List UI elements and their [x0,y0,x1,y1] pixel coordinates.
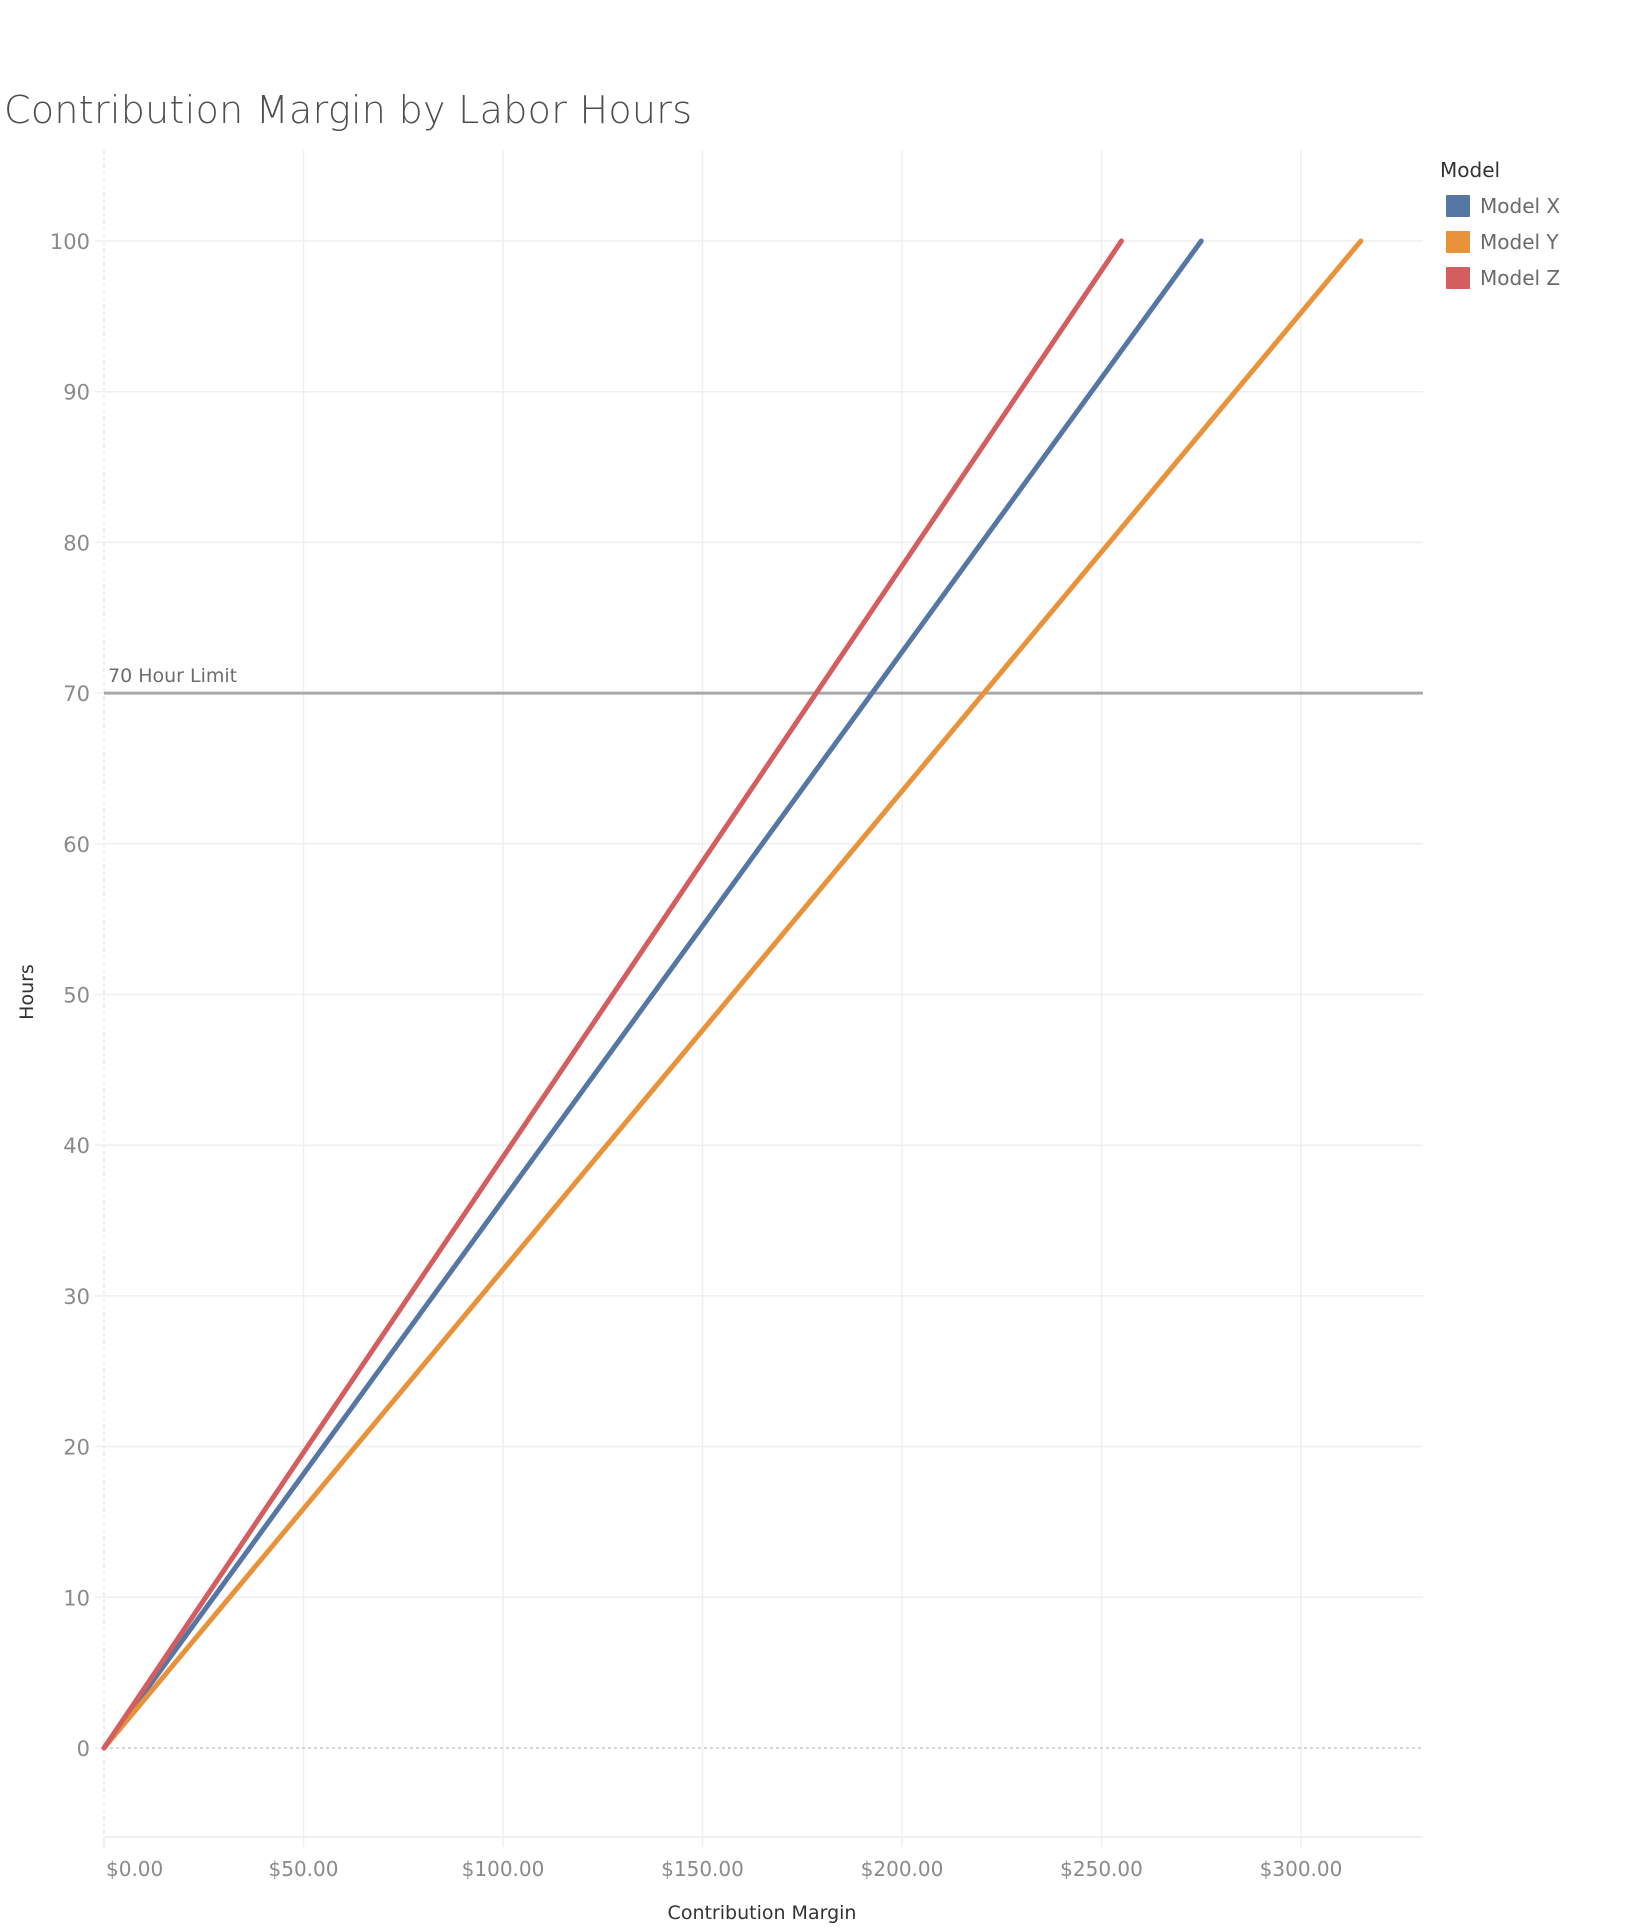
reference-line-70-hour-limit: 70 Hour Limit [104,665,1423,695]
y-tick-label: 70 [63,682,90,706]
x-tick-label: $300.00 [1260,1857,1343,1881]
y-axis-title: Hours [16,964,38,1020]
y-tick-label: 10 [63,1586,90,1610]
y-tick-label: 100 [50,230,90,254]
data-series [101,238,1364,1751]
legend-item-model-y[interactable]: Model Y [1440,224,1560,260]
legend-swatch-model-y [1446,231,1470,253]
y-tick-label: 20 [63,1436,90,1460]
x-tick-label: $150.00 [661,1857,744,1881]
y-tick-label: 60 [63,833,90,857]
legend-item-model-x[interactable]: Model X [1440,188,1560,224]
series-line-model-y[interactable] [101,238,1364,1751]
y-tick-label: 30 [63,1285,90,1309]
x-tick-label: $250.00 [1060,1857,1143,1881]
legend: Model Model X Model Y Model Z [1440,158,1560,296]
legend-label: Model X [1480,194,1561,218]
y-tick-label: 40 [63,1134,90,1158]
legend-label: Model Z [1480,266,1561,290]
x-axis-title: Contribution Margin [668,1902,857,1924]
series-line-model-x[interactable] [101,238,1204,1751]
axes [95,150,1423,1849]
reference-line-label: 70 Hour Limit [108,665,237,687]
legend-label: Model Y [1480,230,1559,254]
x-tick-label: $200.00 [861,1857,944,1881]
y-tick-label: 50 [63,984,90,1008]
y-tick-label: 90 [63,381,90,405]
x-tick-label: $50.00 [269,1857,339,1881]
y-tick-label: 0 [77,1737,90,1761]
legend-title: Model [1440,158,1501,182]
chart-title: Contribution Margin by Labor Hours [4,88,693,132]
tick-labels: $0.00 $50.00 $100.00 $150.00 $200.00 $250.00 $… [50,230,1342,1881]
x-tick-label: $0.00 [106,1857,163,1881]
legend-item-model-z[interactable]: Model Z [1440,260,1560,296]
y-tick-label: 80 [63,531,90,555]
series-line-model-z[interactable] [101,238,1124,1751]
x-tick-label: $100.00 [462,1857,545,1881]
legend-swatch-model-z [1446,267,1470,289]
legend-swatch-model-x [1446,195,1470,217]
